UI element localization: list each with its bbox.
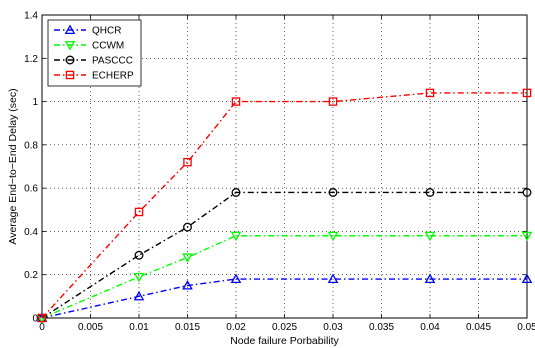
legend-entry-echerp: ECHERP <box>54 71 134 82</box>
x-tick-label: 0.015 <box>175 322 200 333</box>
y-tick-label: 1 <box>32 97 38 108</box>
legend-entry-ccwm: CCWM <box>54 41 124 52</box>
data-point <box>327 273 339 284</box>
data-point <box>424 231 436 242</box>
x-tick-label: 0.04 <box>420 322 440 333</box>
y-tick-label: 0.4 <box>24 227 38 238</box>
grid <box>42 15 527 318</box>
data-point <box>134 250 144 260</box>
y-tick-label: 0.2 <box>24 270 38 281</box>
series-ccwm <box>36 231 533 324</box>
y-tick-label: 1.4 <box>24 11 38 22</box>
x-tick-label: 0 <box>39 322 45 333</box>
data-point <box>133 272 145 283</box>
y-axis-label: Average End−to−End Delay (sec) <box>7 88 19 244</box>
data-point <box>182 253 193 263</box>
axis-ticks: 0 0.005 0.01 0.015 0.02 0.025 0.03 0.035 0.04 0.0… <box>24 11 535 334</box>
data-point <box>231 97 241 106</box>
y-tick-label: 0.6 <box>24 184 38 195</box>
data-point <box>134 207 144 217</box>
x-tick-label: 0.03 <box>323 322 343 333</box>
series-line <box>41 191 527 319</box>
legend-marker <box>64 24 76 35</box>
x-tick-label: 0.025 <box>272 322 297 333</box>
series-qhcr <box>36 273 533 323</box>
x-axis-label: Node failure Porbability <box>230 335 339 347</box>
legend-label: ECHERP <box>92 71 134 82</box>
legend-marker <box>65 55 75 65</box>
legend-label: CCWM <box>92 41 124 52</box>
data-point <box>230 231 242 242</box>
data-point <box>521 273 533 284</box>
y-tick-label: 0.8 <box>24 140 38 151</box>
series-lines <box>36 88 533 324</box>
legend-label: PASCCC <box>92 56 133 67</box>
data-point <box>182 279 193 290</box>
x-tick-label: 0.05 <box>517 322 535 333</box>
legend-entry-qhcr: QHCR <box>54 24 121 37</box>
data-point <box>425 88 435 98</box>
data-point <box>521 231 533 242</box>
data-point <box>327 231 339 242</box>
data-point <box>425 188 435 197</box>
series-line <box>41 278 527 319</box>
data-point <box>424 273 436 284</box>
data-point <box>230 273 242 284</box>
data-point <box>183 157 192 167</box>
data-point <box>133 290 145 301</box>
x-tick-label: 0.005 <box>78 322 103 333</box>
legend-marker <box>65 70 75 80</box>
series-line <box>41 235 527 319</box>
data-point <box>37 313 47 323</box>
x-tick-label: 0.035 <box>369 322 394 333</box>
legend-entry-pasccc: PASCCC <box>54 56 133 67</box>
data-point <box>522 88 532 98</box>
legend-marker <box>64 40 76 51</box>
x-tick-label: 0.02 <box>226 322 246 333</box>
data-point <box>183 222 192 232</box>
series-echerp <box>37 88 532 323</box>
series-line <box>41 92 527 319</box>
y-tick-label: 0 <box>32 314 38 325</box>
y-tick-label: 1.2 <box>24 54 38 65</box>
x-tick-label: 0.045 <box>466 322 491 333</box>
legend: QHCR CCWM PASCCC ECHERP <box>47 19 142 87</box>
x-tick-label: 0.01 <box>129 322 149 333</box>
data-point <box>328 188 338 197</box>
data-point <box>328 97 338 106</box>
data-point <box>231 188 241 197</box>
legend-label: QHCR <box>92 26 121 37</box>
data-point <box>522 188 532 197</box>
